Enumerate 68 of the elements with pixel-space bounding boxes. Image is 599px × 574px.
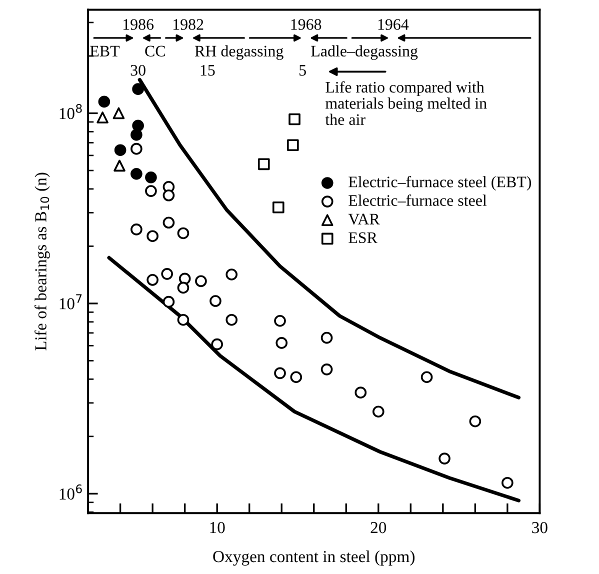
point <box>288 113 300 126</box>
annotation: CC <box>145 46 165 57</box>
annotation: Life ratio compared with materials being melted in the air <box>325 81 487 125</box>
point <box>98 96 110 108</box>
point <box>145 185 157 197</box>
line-series <box>107 256 521 502</box>
annotation: 5 <box>300 65 306 76</box>
point <box>145 171 157 184</box>
point <box>177 227 190 240</box>
point <box>258 158 270 170</box>
annotation: RH degassing <box>194 45 284 60</box>
point <box>132 120 144 132</box>
point <box>320 332 333 344</box>
point <box>438 452 450 464</box>
annotation: 15 <box>200 64 215 76</box>
legend-label: VAR <box>348 214 380 225</box>
annotation: 1982 <box>173 19 204 30</box>
annotation: 1968 <box>291 19 322 30</box>
x-tick-label: 20 <box>370 522 386 534</box>
point <box>274 367 286 380</box>
annotation: 1986 <box>123 19 154 30</box>
point <box>210 295 222 307</box>
point <box>177 314 190 326</box>
point <box>146 274 158 286</box>
point <box>469 415 482 428</box>
point <box>130 128 142 141</box>
annotation: Ladle–degassing <box>311 45 418 60</box>
point <box>354 386 367 398</box>
point <box>162 216 175 229</box>
x-tick-label: 30 <box>532 522 548 534</box>
point <box>130 168 142 180</box>
point <box>132 83 144 95</box>
annotation: 30 <box>130 64 146 76</box>
point <box>162 296 175 308</box>
point <box>195 275 207 288</box>
y-tick-label: 10$^{8}$ <box>60 104 82 120</box>
y-axis-title: Life of bearings as B$_{10}$ (n) <box>34 172 50 350</box>
point <box>274 314 286 327</box>
point <box>272 201 284 214</box>
y-tick-label: 10$^{6}$ <box>60 484 82 500</box>
point <box>162 189 175 202</box>
point <box>320 364 333 376</box>
point <box>286 139 299 152</box>
point <box>177 282 190 294</box>
point <box>276 337 288 349</box>
legend-label: ESR <box>348 232 378 244</box>
point <box>112 107 125 120</box>
annotation: EBT <box>90 46 120 56</box>
legend-label: Electric–furnace steel <box>348 194 487 206</box>
legend-label: Electric–furnace steel (EBT) <box>348 176 532 191</box>
point <box>226 314 238 326</box>
annotation: 1964 <box>378 19 409 30</box>
point <box>114 160 126 172</box>
point <box>114 144 126 156</box>
point <box>146 230 158 242</box>
point <box>420 371 433 384</box>
point <box>211 338 224 350</box>
x-tick-label: 10 <box>210 522 225 534</box>
point <box>130 224 142 236</box>
point <box>226 268 238 280</box>
point <box>502 476 514 489</box>
x-axis-title: Oxygen content in steel (ppm) <box>213 550 415 566</box>
point <box>130 142 142 155</box>
point <box>161 268 174 280</box>
y-tick-label: 10$^{7}$ <box>60 294 82 310</box>
point <box>372 406 384 418</box>
point <box>290 371 302 384</box>
point <box>96 112 108 124</box>
